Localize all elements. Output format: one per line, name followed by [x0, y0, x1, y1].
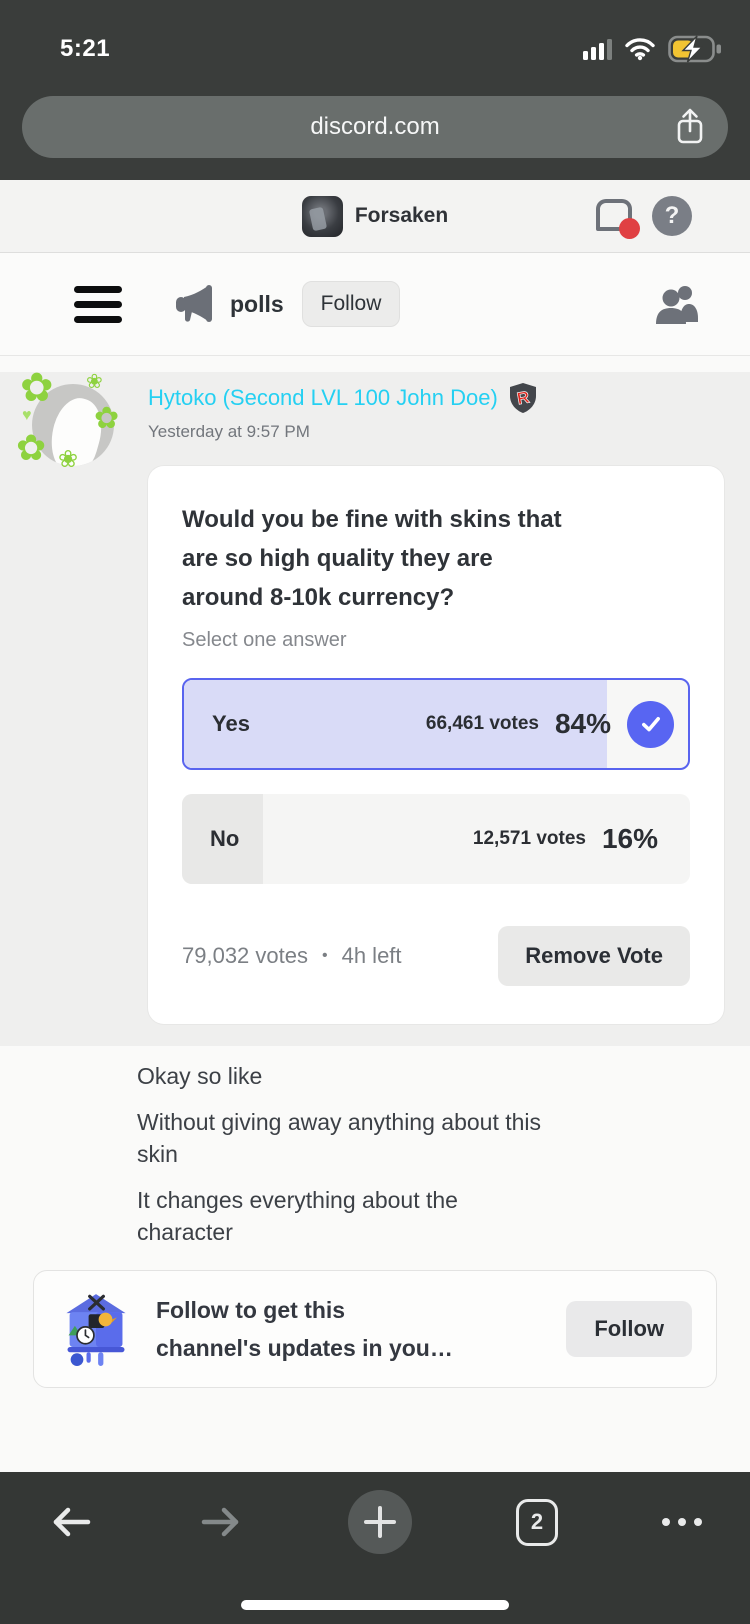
flower-decoration-icon: ✿ [16, 427, 47, 468]
poll-option-label: No [210, 826, 240, 851]
forward-button[interactable] [198, 1502, 244, 1542]
poll-message: ✿ ❀ ✿ ✿ ❀ ♥ Hytoko (Second LVL 100 John … [0, 368, 750, 1046]
notification-dot [619, 218, 640, 239]
poll-meta: 79,032 votes • 4h left [182, 943, 402, 969]
channel-name: polls [230, 290, 284, 317]
message-bubble-icon [596, 199, 632, 231]
new-tab-button[interactable] [348, 1490, 412, 1554]
menu-button[interactable] [74, 285, 122, 323]
separator-dot: • [321, 947, 328, 964]
poll-option-votes: 12,571 votes [472, 828, 586, 849]
poll-question: Would you be fine with skins that are so… [182, 506, 562, 611]
back-button[interactable] [48, 1502, 94, 1542]
flower-decoration-icon: ❀ [86, 371, 103, 393]
status-icons [583, 35, 724, 63]
inbox-button[interactable] [596, 199, 640, 239]
poll-instruction: Select one answer [182, 629, 347, 651]
message-timestamp: Yesterday at 9:57 PM [148, 422, 310, 441]
url-text: discord.com [310, 113, 440, 140]
poll-option-votes: 66,461 votes [425, 713, 539, 734]
flower-decoration-icon: ✿ [94, 402, 120, 435]
poll-option-yes[interactable]: Yes 66,461 votes 84% [182, 678, 690, 770]
tab-switcher-button[interactable]: 2 [516, 1498, 558, 1546]
plus-icon [364, 1506, 396, 1538]
svg-text:R: R [515, 388, 530, 409]
more-options-button[interactable] [662, 1518, 702, 1526]
server-icon [301, 195, 343, 237]
chat-content: ✿ ❀ ✿ ✿ ❀ ♥ Hytoko (Second LVL 100 John … [0, 356, 750, 1472]
message-text: Okay so like [137, 1063, 263, 1089]
channel-follow-button[interactable]: Follow [301, 281, 401, 327]
poll-option-label: Yes [212, 711, 250, 736]
status-time: 5:21 [60, 35, 111, 62]
message-text: Without giving away anything about this … [137, 1109, 542, 1167]
poll-card: Would you be fine with skins that are so… [148, 466, 724, 1024]
wifi-icon [625, 38, 655, 61]
poll-total-votes: 79,032 votes [182, 943, 308, 968]
announcement-channel-icon [176, 285, 212, 322]
poll-option-fill-bar [184, 680, 608, 768]
help-button[interactable]: ? [652, 196, 692, 236]
status-bar: 5:21 [0, 0, 750, 88]
channel-bar: polls Follow [0, 253, 750, 356]
roblox-badge-icon: R [509, 383, 536, 413]
cuckoo-clock-icon [66, 1294, 126, 1366]
poll-option-percent: 84% [554, 708, 611, 739]
message-username[interactable]: Hytoko (Second LVL 100 John Doe) [148, 385, 498, 410]
share-icon [677, 108, 703, 144]
banner-follow-button[interactable]: Follow [566, 1301, 692, 1357]
browser-bottom-nav: 2 [0, 1472, 750, 1624]
poll-option-fill-bar [182, 794, 264, 884]
flower-decoration-icon: ❀ [58, 446, 79, 473]
message-group: Okay so like Without giving away anythin… [137, 1060, 724, 1248]
message-text: It changes everything about the characte… [137, 1187, 458, 1245]
poll-time-left: 4h left [341, 943, 402, 968]
discord-server-header: Forsaken ? [0, 180, 750, 253]
remove-vote-button[interactable]: Remove Vote [498, 926, 690, 986]
url-bar[interactable]: discord.com [22, 96, 728, 158]
browser-top-chrome: 5:21 discord.com [0, 0, 750, 180]
battery-charging-icon [668, 35, 721, 63]
avatar-image [32, 384, 114, 466]
poll-option-percent: 16% [601, 823, 658, 854]
home-indicator[interactable] [241, 1600, 509, 1610]
poll-option-no[interactable]: No 12,571 votes 16% [182, 794, 690, 884]
selected-check-icon [627, 700, 674, 748]
cellular-signal-icon [583, 38, 612, 60]
heart-decoration-icon: ♥ [22, 407, 32, 424]
avatar[interactable]: ✿ ❀ ✿ ✿ ❀ ♥ [16, 368, 120, 473]
server-title[interactable]: Forsaken [301, 195, 449, 237]
flower-decoration-icon: ✿ [20, 366, 54, 410]
server-name: Forsaken [354, 204, 449, 227]
follow-banner-text: Follow to get this channel's updates in … [156, 1297, 453, 1361]
follow-banner: Follow to get this channel's updates in … [33, 1270, 717, 1388]
share-button[interactable] [670, 107, 710, 147]
members-button[interactable] [652, 282, 702, 326]
